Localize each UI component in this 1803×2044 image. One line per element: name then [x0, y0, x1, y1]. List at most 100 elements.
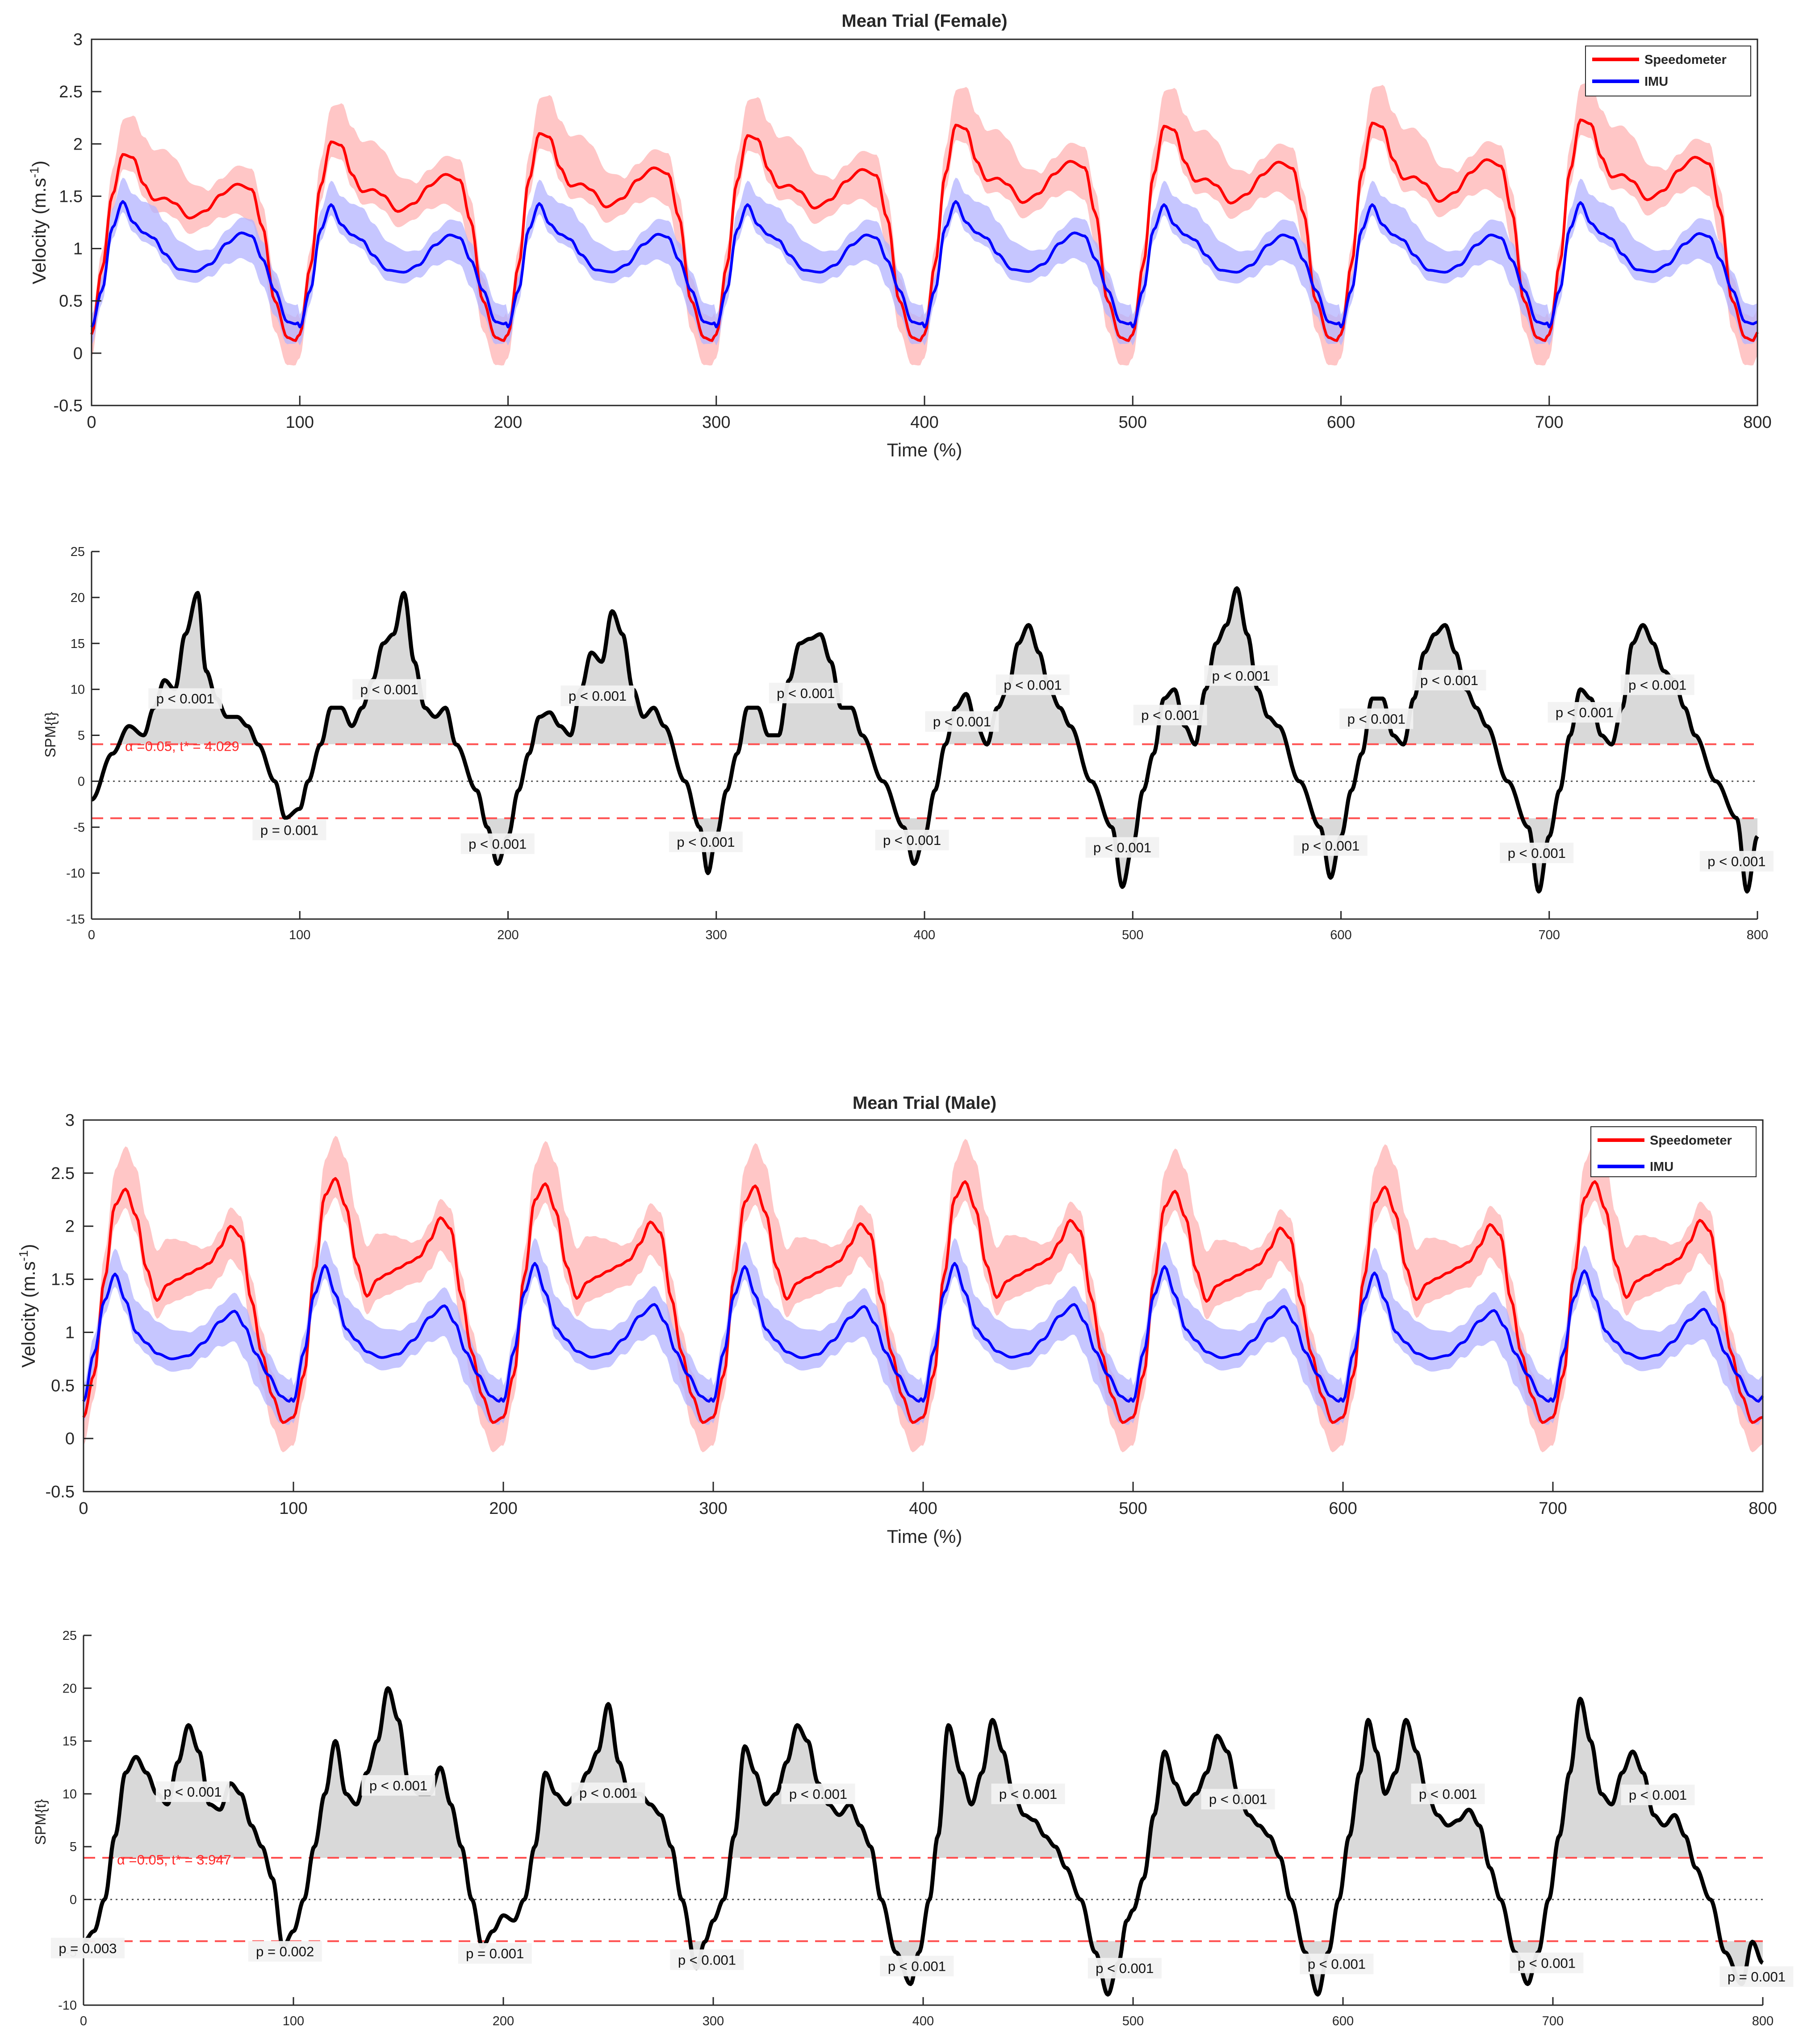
- y-axis-label: SPM{t}: [32, 1799, 49, 1845]
- p-value-label: p < 0.001: [1347, 711, 1406, 727]
- x-tick-label: 700: [1539, 928, 1560, 942]
- p-value-label: p < 0.001: [1518, 1955, 1576, 1971]
- y-tick-label: 5: [78, 729, 85, 743]
- y-tick-label: -5: [73, 820, 85, 835]
- legend-label-imu: IMU: [1644, 75, 1668, 89]
- suprathreshold-cluster: [1556, 1698, 1692, 1858]
- y-tick-label: 1.5: [51, 1271, 75, 1289]
- p-value-annotation: p < 0.001: [670, 1949, 744, 1970]
- x-tick-label: 500: [1122, 2014, 1144, 2028]
- series-line-imu: [90, 200, 1758, 329]
- y-tick-label: 0: [73, 344, 83, 363]
- p-value-label: p < 0.001: [789, 1786, 847, 1802]
- p-value-annotation: p < 0.001: [1620, 674, 1694, 695]
- y-tick-label: 20: [63, 1681, 77, 1696]
- x-tick-label: 600: [1332, 2014, 1354, 2028]
- p-value-annotation: p < 0.001: [1412, 670, 1486, 691]
- y-tick-label: -10: [58, 1998, 77, 2013]
- x-tick-label: 700: [1539, 1499, 1567, 1518]
- p-value-label: p < 0.001: [469, 836, 527, 852]
- y-tick-label: 15: [71, 637, 85, 651]
- suprathreshold-cluster: [533, 611, 672, 744]
- p-value-label: p < 0.001: [888, 1958, 946, 1974]
- p-value-label: p < 0.001: [777, 686, 835, 701]
- x-tick-label: 100: [279, 1499, 307, 1518]
- p-value-label: p = 0.001: [466, 1946, 524, 1961]
- p-value-annotation: p = 0.002: [248, 1941, 322, 1962]
- legend: Speedometer IMU: [1590, 1126, 1757, 1177]
- p-value-annotation: p = 0.001: [458, 1943, 532, 1964]
- x-tick-label: 600: [1330, 928, 1351, 942]
- p-value-annotation: p < 0.001: [1510, 1952, 1584, 1973]
- p-value-annotation: p < 0.001: [1339, 708, 1414, 729]
- p-value-annotation: p < 0.001: [148, 688, 222, 709]
- suprathreshold-cluster: [1721, 1941, 1763, 1984]
- p-value-label: p < 0.001: [1096, 1960, 1154, 1976]
- p-value-annotation: p < 0.001: [1293, 835, 1368, 856]
- x-tick-label: 0: [80, 2014, 87, 2028]
- y-tick-label: -0.5: [46, 1483, 75, 1501]
- p-value-label: p < 0.001: [1629, 1787, 1687, 1803]
- p-value-label: p < 0.001: [1420, 673, 1478, 688]
- x-tick-label: 500: [1119, 1499, 1147, 1518]
- p-value-annotation: p < 0.001: [1621, 1785, 1695, 1806]
- p-value-label: p < 0.001: [883, 832, 941, 848]
- p-value-label: p = 0.001: [1728, 1969, 1786, 1985]
- x-tick-label: 0: [79, 1499, 88, 1518]
- x-tick-label: 100: [286, 413, 314, 432]
- legend-label-imu: IMU: [1650, 1160, 1673, 1174]
- chart-title: Mean Trial (Female): [841, 11, 1007, 31]
- p-value-annotation: p < 0.001: [1085, 837, 1159, 858]
- y-tick-label: 2: [65, 1217, 75, 1236]
- p-value-annotation: p < 0.001: [781, 1783, 855, 1804]
- p-value-label: p < 0.001: [156, 691, 214, 706]
- legend: Speedometer IMU: [1585, 46, 1751, 96]
- x-tick-label: 300: [699, 1499, 727, 1518]
- legend-label-speedometer: Speedometer: [1644, 53, 1727, 67]
- y-tick-label: 25: [71, 545, 85, 559]
- p-value-annotation: p < 0.001: [352, 679, 427, 700]
- y-tick-label: 1: [73, 240, 83, 259]
- y-tick-label: 25: [63, 1629, 77, 1643]
- p-value-annotation: p < 0.001: [875, 830, 949, 851]
- p-value-label: p < 0.001: [1212, 668, 1270, 684]
- y-tick-label: 0: [65, 1430, 75, 1448]
- p-value-annotation: p < 0.001: [1201, 1789, 1275, 1810]
- x-tick-label: 700: [1535, 413, 1563, 432]
- male-spm-panel: α =0.05, t* = 3.947 0 100 200 300 400 500 600 7…: [32, 1629, 1794, 2028]
- y-tick-label: 2: [73, 135, 83, 154]
- y-tick-label: 1.5: [59, 187, 83, 206]
- y-tick-label: 0.5: [51, 1376, 75, 1395]
- p-value-annotation: p < 0.001: [669, 832, 743, 853]
- p-value-label: p < 0.001: [579, 1785, 637, 1801]
- series-band-imu: [92, 177, 1757, 346]
- p-value-annotation: p < 0.001: [1133, 705, 1207, 726]
- y-tick-label: 2.5: [59, 83, 83, 101]
- p-value-annotation: p < 0.001: [460, 833, 535, 854]
- x-tick-label: 200: [494, 413, 522, 432]
- p-value-annotation: p < 0.001: [571, 1782, 645, 1803]
- series-band-speedometer: [92, 82, 1757, 366]
- series-line-speedometer: [82, 1177, 1763, 1424]
- x-tick-label: 800: [1749, 1499, 1777, 1518]
- y-axis-label: Velocity (m.s-1): [27, 161, 50, 284]
- y-tick-label: 3: [65, 1111, 75, 1130]
- p-value-label: p < 0.001: [1004, 677, 1062, 693]
- x-tick-label: 200: [489, 1499, 517, 1518]
- chart-title: Mean Trial (Male): [853, 1093, 996, 1113]
- p-value-annotation: p < 0.001: [1411, 1783, 1485, 1804]
- p-value-label: p < 0.001: [933, 714, 991, 730]
- y-tick-label: 10: [63, 1787, 77, 1802]
- x-tick-label: 100: [289, 928, 310, 942]
- y-tick-label: -10: [66, 866, 85, 881]
- legend-label-speedometer: Speedometer: [1650, 1133, 1732, 1148]
- threshold-label: α =0.05, t* = 4.029: [125, 738, 239, 754]
- p-value-label: p < 0.001: [1093, 840, 1151, 856]
- x-tick-label: 400: [909, 1499, 937, 1518]
- threshold-label: α =0.05, t* = 3.947: [117, 1852, 231, 1868]
- x-tick-label: 600: [1327, 413, 1355, 432]
- p-value-label: p < 0.001: [1419, 1786, 1477, 1802]
- p-value-annotation: p < 0.001: [880, 1956, 954, 1977]
- p-value-label: p < 0.001: [1308, 1956, 1366, 1972]
